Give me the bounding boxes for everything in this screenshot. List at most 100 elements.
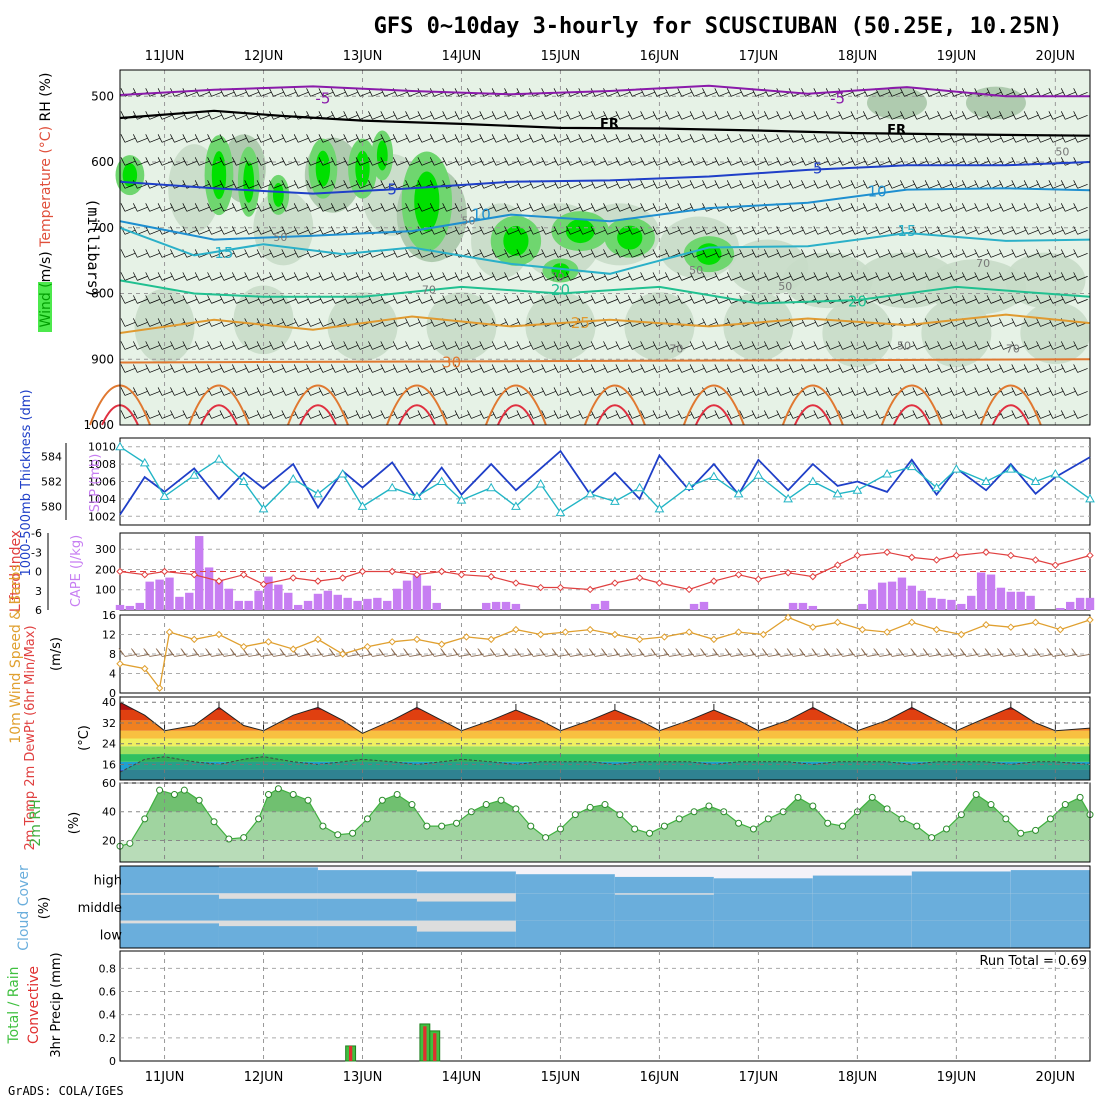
wind-barb: [120, 295, 136, 304]
wind10-point: [957, 630, 966, 639]
wind-barb: [627, 180, 643, 189]
wind-barb: [999, 387, 1014, 396]
wind-barb: [318, 318, 334, 327]
cape-bar: [412, 573, 422, 610]
wind-barb: [318, 180, 334, 189]
wind10-tick-label: 8: [109, 648, 116, 661]
wind10-point: [1056, 625, 1065, 634]
wind10-point: [858, 625, 867, 634]
wind10-barb: [786, 648, 806, 657]
wind-barb: [454, 341, 470, 350]
wind-barb: [170, 410, 185, 419]
wind10-barb: [1034, 648, 1053, 657]
wind-barb: [343, 111, 358, 120]
wind-barb: [343, 387, 358, 396]
wind-barb: [491, 272, 507, 281]
cape-bar: [343, 597, 352, 610]
wind-barb: [788, 180, 804, 189]
wind-barb: [528, 134, 544, 143]
wind-barb: [1036, 318, 1051, 327]
wind-barb: [578, 341, 593, 350]
wind-barb: [615, 249, 630, 258]
wind-barb: [467, 203, 482, 212]
wind-barb: [838, 134, 853, 143]
wind-barb: [702, 364, 717, 373]
wind-barb: [850, 249, 866, 258]
wind-barb: [231, 226, 247, 235]
rh2m-point: [705, 802, 713, 810]
wind-barb: [689, 410, 705, 419]
wind10-point: [784, 613, 792, 622]
wind-barb: [219, 157, 235, 166]
wind-barb: [590, 111, 606, 120]
wind-barb: [1048, 387, 1064, 396]
rh2m-point: [764, 815, 772, 823]
wind-barb: [133, 341, 148, 350]
rh2m-point: [1046, 815, 1054, 823]
rh2m-unit: (%): [67, 812, 82, 835]
thickness-point: [535, 478, 546, 488]
wind-barb: [330, 341, 346, 350]
wind-barb: [479, 364, 494, 373]
wind-barb: [244, 410, 259, 419]
wind-barb: [665, 157, 680, 166]
rh-saturated-fill: [211, 151, 227, 200]
isotherm-label: 5: [813, 160, 823, 178]
li-point: [116, 567, 124, 576]
cape-bar: [363, 598, 372, 610]
wind-barb: [788, 226, 804, 235]
cloud-cover-cell: [515, 920, 615, 948]
wind-barb: [380, 364, 395, 373]
wind-barb: [1060, 272, 1076, 281]
li-point: [908, 553, 916, 562]
wind10-ylabel: 10m Wind Speed & Barbs: [8, 564, 24, 743]
wind-barb: [1023, 226, 1039, 235]
cape-bar: [868, 589, 877, 610]
wind-barb: [776, 364, 791, 373]
cape-bar: [303, 600, 313, 610]
wind10-point: [1031, 618, 1040, 627]
wind-barb: [825, 134, 841, 143]
wind-barb: [937, 295, 952, 304]
wind-barb: [578, 387, 593, 396]
wind-barb: [343, 134, 358, 143]
wind-barb: [986, 272, 1002, 281]
wind-barb: [133, 295, 148, 304]
pressure-tick-label: 500: [91, 89, 114, 103]
rh-contour-fill: [782, 252, 873, 309]
wind-barb: [578, 111, 593, 120]
li-tick-label: 6: [35, 604, 42, 617]
cape-bar: [1056, 607, 1065, 610]
wind-barb: [999, 272, 1014, 281]
wind-barb: [392, 272, 408, 281]
cape-bar: [491, 601, 501, 610]
wind-barb: [541, 341, 556, 350]
wind-barb: [862, 341, 878, 350]
rh-contour-label: 70: [976, 257, 990, 270]
wind-barb: [603, 226, 618, 235]
wind-barb: [912, 341, 927, 350]
wind-barb: [528, 364, 544, 373]
wind-barb: [887, 364, 903, 373]
rh2m-point: [423, 822, 431, 830]
wind-barb: [1023, 364, 1039, 373]
wind10-barb: [304, 648, 323, 657]
wind-barb: [145, 134, 160, 143]
wind-barb: [479, 272, 494, 281]
wind-barb: [145, 295, 160, 304]
wind-barb: [850, 226, 866, 235]
cape-bar: [402, 580, 412, 610]
wind-barb: [850, 111, 866, 120]
li-point: [338, 574, 347, 582]
top-day-label: 12JUN: [244, 49, 284, 64]
rh2m-point: [586, 803, 594, 811]
wind-barb: [1048, 226, 1064, 235]
wind-barb: [330, 272, 346, 281]
wind-barb: [627, 272, 643, 281]
rh2m-point: [304, 796, 312, 804]
wind-barb: [677, 134, 692, 143]
li-point: [952, 551, 961, 560]
rh2m-point: [1032, 826, 1040, 834]
cape-bar: [264, 576, 273, 610]
wind10-barb: [737, 648, 756, 657]
